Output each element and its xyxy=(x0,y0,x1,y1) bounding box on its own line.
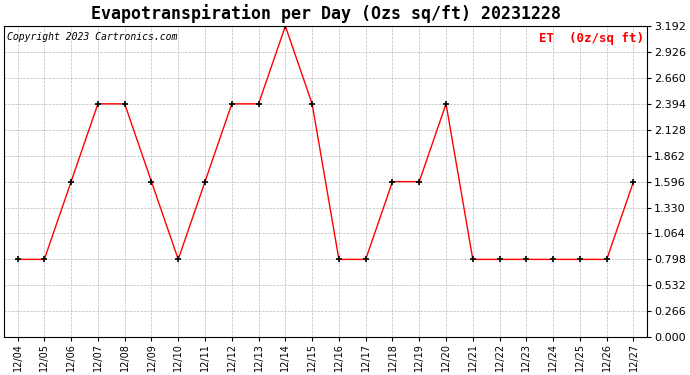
Text: ET  (0z/sq ft): ET (0z/sq ft) xyxy=(539,32,644,45)
Text: Copyright 2023 Cartronics.com: Copyright 2023 Cartronics.com xyxy=(8,32,178,42)
Title: Evapotranspiration per Day (Ozs sq/ft) 20231228: Evapotranspiration per Day (Ozs sq/ft) 2… xyxy=(90,4,560,23)
